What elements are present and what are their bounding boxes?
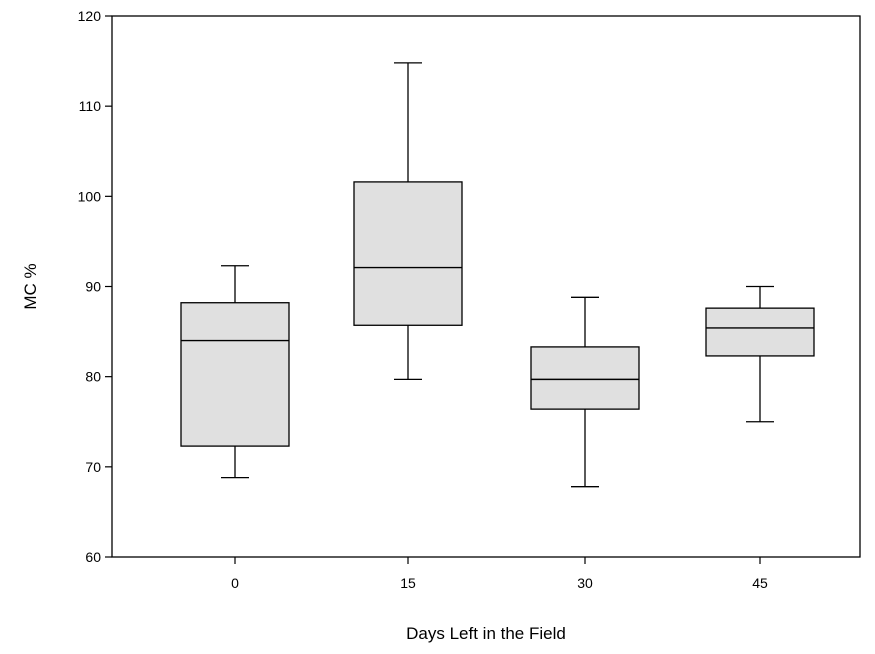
y-tick-label: 70 <box>85 459 101 475</box>
plot-area: 60 70 80 90 100 110 120 0 15 30 45 <box>78 8 861 591</box>
y-tick-label: 80 <box>85 369 101 385</box>
y-tick-label: 60 <box>85 549 101 565</box>
x-tick-label: 30 <box>577 575 593 591</box>
box-iqr <box>530 346 640 410</box>
box-iqr <box>353 181 463 326</box>
y-axis-title: MC % <box>21 263 40 309</box>
x-tick-label: 15 <box>400 575 416 591</box>
x-axis-title: Days Left in the Field <box>406 624 566 643</box>
y-tick-label: 120 <box>78 8 102 24</box>
x-tick-label: 0 <box>231 575 239 591</box>
y-tick-label: 110 <box>79 98 102 114</box>
y-tick-label: 90 <box>85 279 101 295</box>
y-tick-label: 100 <box>78 188 102 204</box>
x-tick-label: 45 <box>752 575 768 591</box>
box-iqr <box>180 302 290 447</box>
box-iqr <box>705 307 815 357</box>
